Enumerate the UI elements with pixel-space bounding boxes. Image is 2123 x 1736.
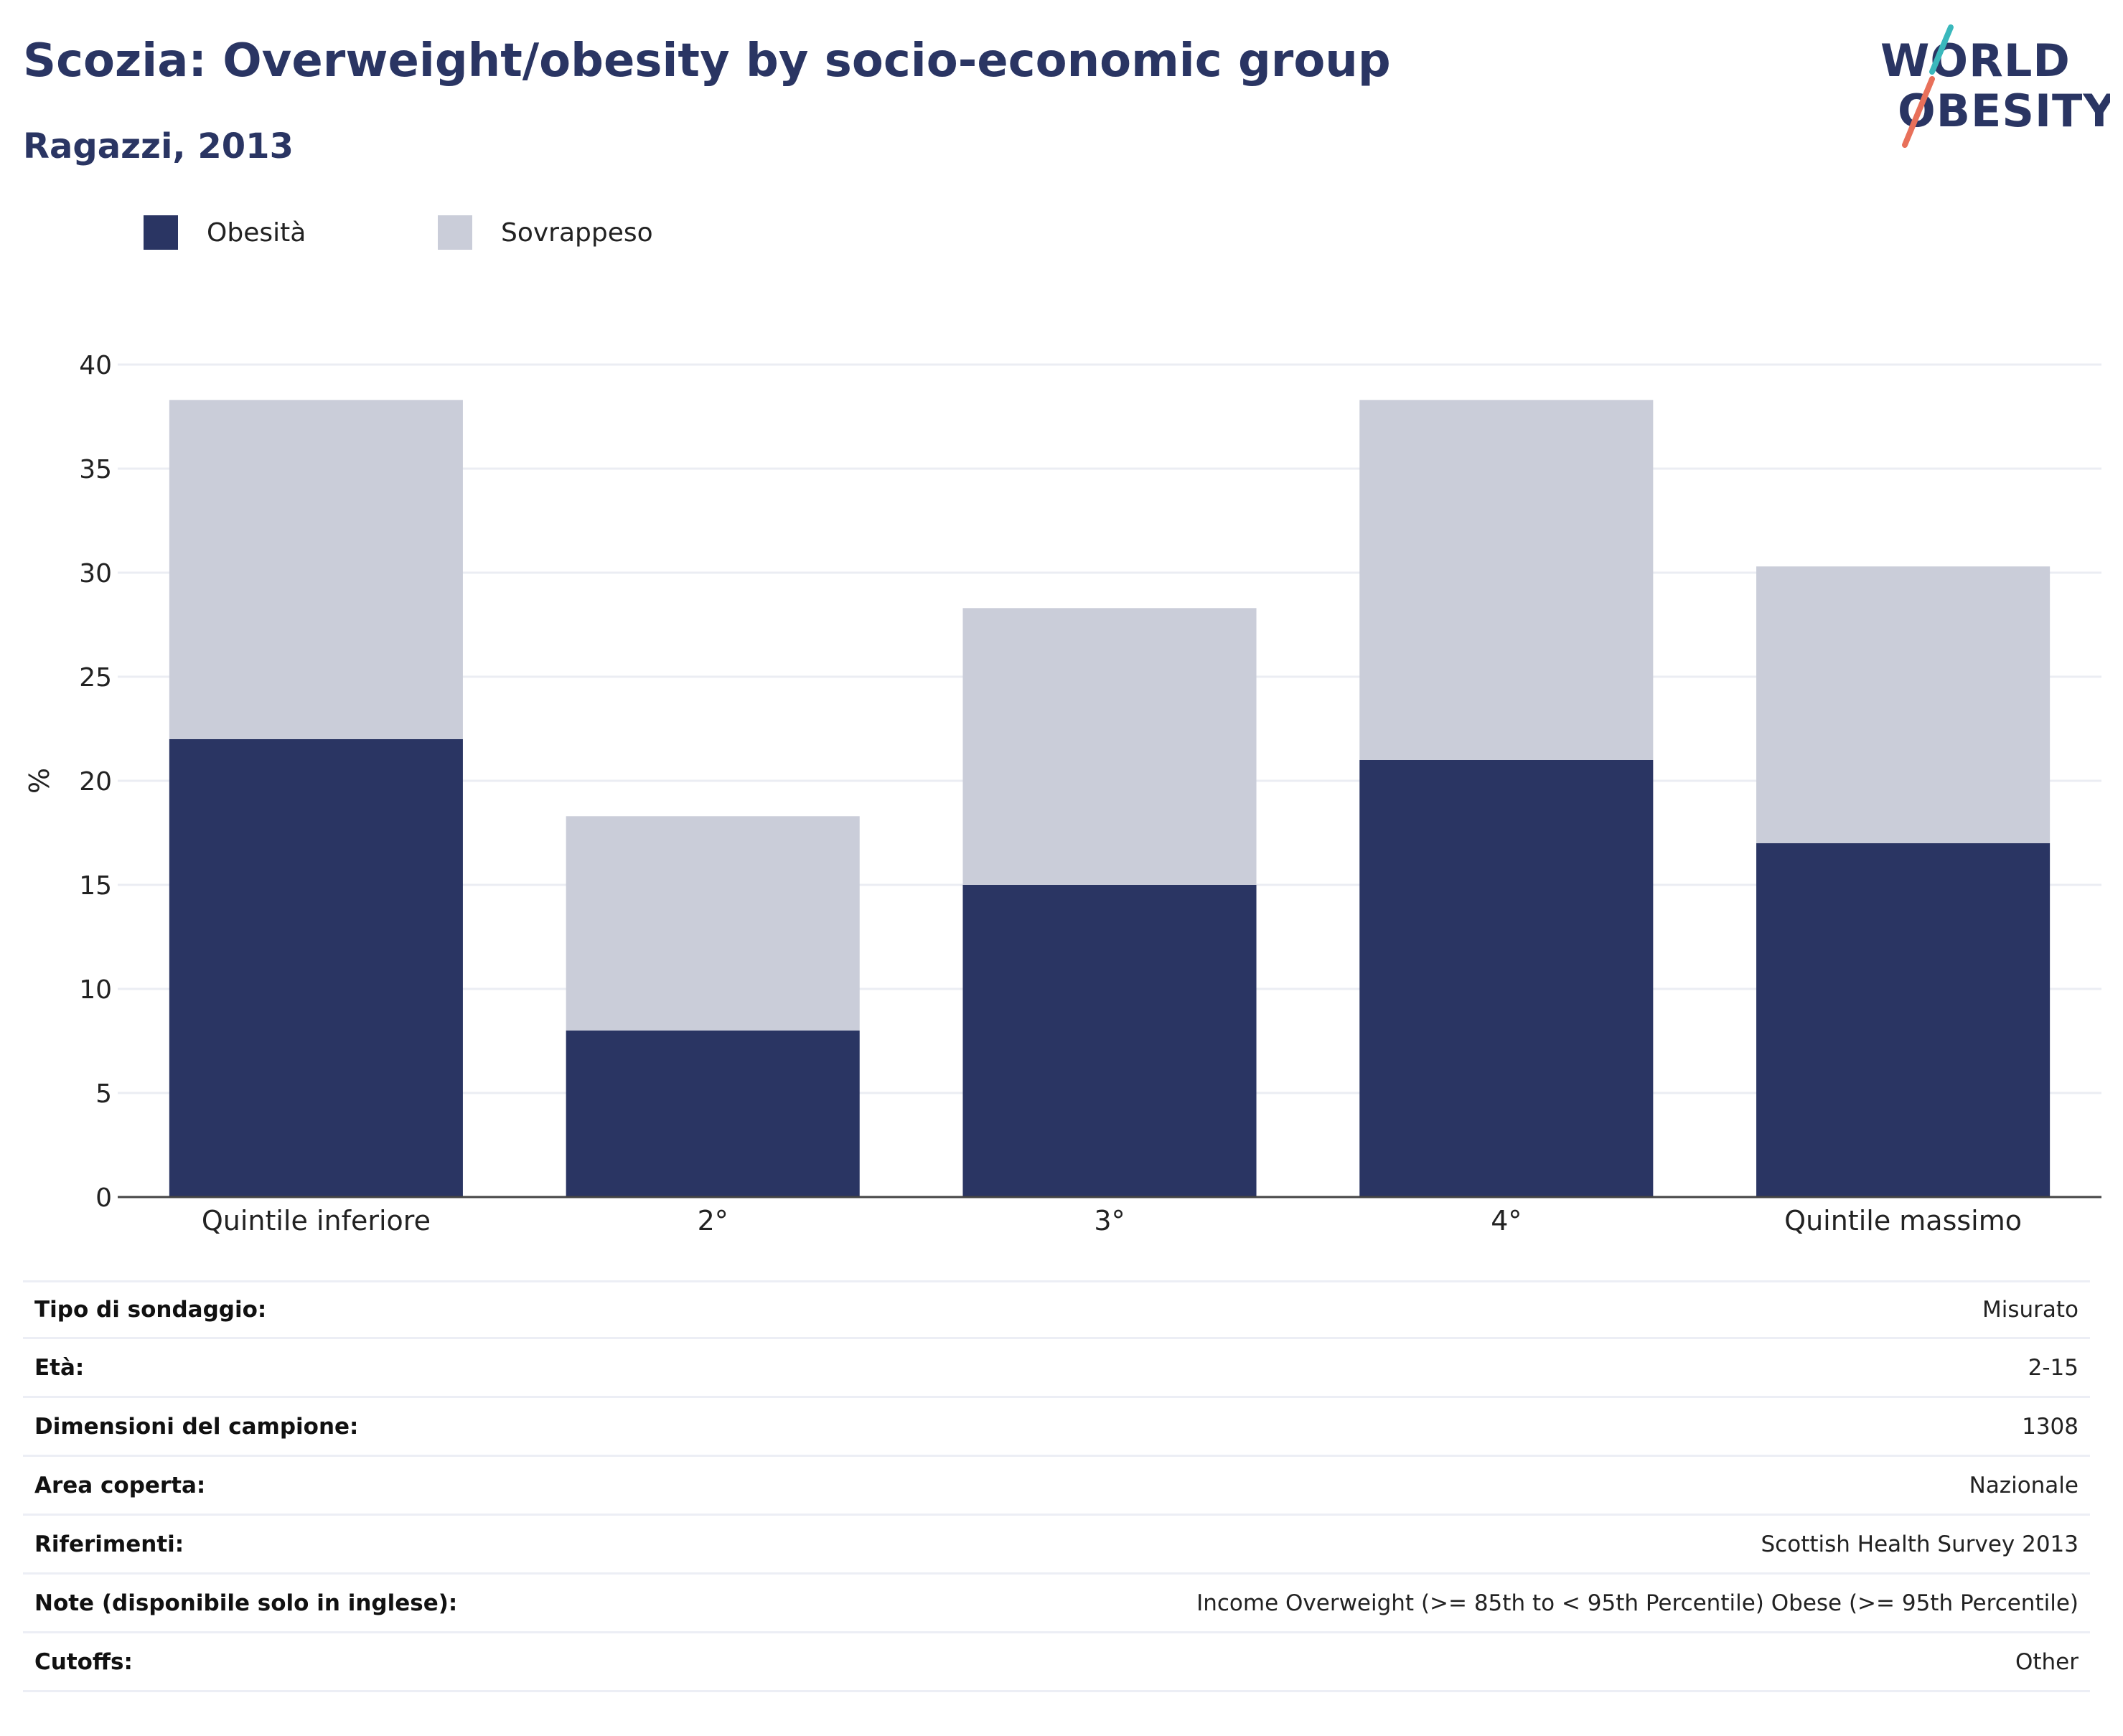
bar-obesity [1359,760,1654,1197]
y-tick-label: 5 [95,1079,112,1109]
x-tick-label: Quintile inferiore [202,1205,431,1237]
x-tick-label: Quintile massimo [1784,1205,2022,1237]
info-value: Misurato [1982,1297,2079,1323]
info-value: Income Overweight (>= 85th to < 95th Per… [1196,1590,2079,1616]
logo-line2: OBESITY [1898,85,2110,137]
info-key: Area coperta: [34,1472,206,1498]
bar-overweight [962,608,1257,885]
info-key: Età: [34,1354,85,1381]
legend-item-obesity[interactable]: Obesità [144,212,306,253]
info-key: Dimensioni del campione: [34,1413,359,1440]
legend-item-overweight[interactable]: Sovrappeso [438,212,653,253]
bar-overweight [169,400,463,739]
info-row-survey-type: Tipo di sondaggio: Misurato [23,1280,2090,1339]
info-value: 2-15 [2028,1354,2079,1381]
info-row-cutoffs: Cutoffs: Other [23,1633,2090,1692]
info-row-area: Area coperta: Nazionale [23,1457,2090,1516]
legend-label-overweight: Sovrappeso [501,217,653,248]
y-axis-label: % [24,768,55,794]
bar-obesity [962,885,1257,1197]
legend-label-obesity: Obesità [207,217,306,248]
y-tick-label: 40 [79,351,112,380]
x-tick-label: 2° [698,1205,728,1237]
legend-swatch-obesity [144,215,178,250]
world-obesity-logo: WORLD OBESITY [1880,24,2110,148]
bar-overweight [566,816,860,1031]
info-value: Nazionale [1969,1472,2079,1498]
info-key: Riferimenti: [34,1531,184,1557]
y-tick-label: 15 [79,871,112,901]
bar-obesity [169,739,463,1197]
chart-subtitle: Ragazzi, 2013 [23,126,294,166]
bar-overweight [1756,566,2051,843]
info-key: Tipo di sondaggio: [34,1297,267,1323]
stacked-bar-chart: 0 5 10 15 20 25 30 35 40% Quintile inferiore 2° 3° 4… [24,351,2101,1237]
x-tick-label: 3° [1094,1205,1125,1237]
y-tick-label: 10 [79,975,112,1005]
legend-swatch-overweight [438,215,472,250]
info-row-notes: Note (disponibile solo in inglese): Inco… [23,1575,2090,1633]
info-value: 1308 [2022,1413,2079,1440]
bar-obesity [1756,843,2051,1197]
logo-line1: WORLD [1880,34,2071,87]
info-value: Other [2015,1648,2079,1675]
y-tick-label: 0 [95,1183,112,1213]
survey-info-table: Tipo di sondaggio: Misurato Età: 2-15 Di… [23,1280,2090,1692]
info-row-references: Riferimenti: Scottish Health Survey 2013 [23,1516,2090,1575]
logo-slash-top [1929,24,1954,75]
info-row-age: Età: 2-15 [23,1339,2090,1398]
logo-slash-bottom [1902,76,1935,148]
y-tick-label: 20 [79,767,112,797]
info-value: Scottish Health Survey 2013 [1761,1531,2079,1557]
chart-title: Scozia: Overweight/obesity by socio-econ… [23,34,1391,88]
bar-overweight [1359,400,1654,760]
info-row-sample-size: Dimensioni del campione: 1308 [23,1398,2090,1457]
info-key: Note (disponibile solo in inglese): [34,1590,458,1616]
info-key: Cutoffs: [34,1648,133,1675]
x-tick-label: 4° [1491,1205,1522,1237]
y-tick-label: 30 [79,559,112,588]
bar-obesity [566,1031,860,1197]
y-tick-label: 35 [79,455,112,484]
y-tick-label: 25 [79,663,112,693]
